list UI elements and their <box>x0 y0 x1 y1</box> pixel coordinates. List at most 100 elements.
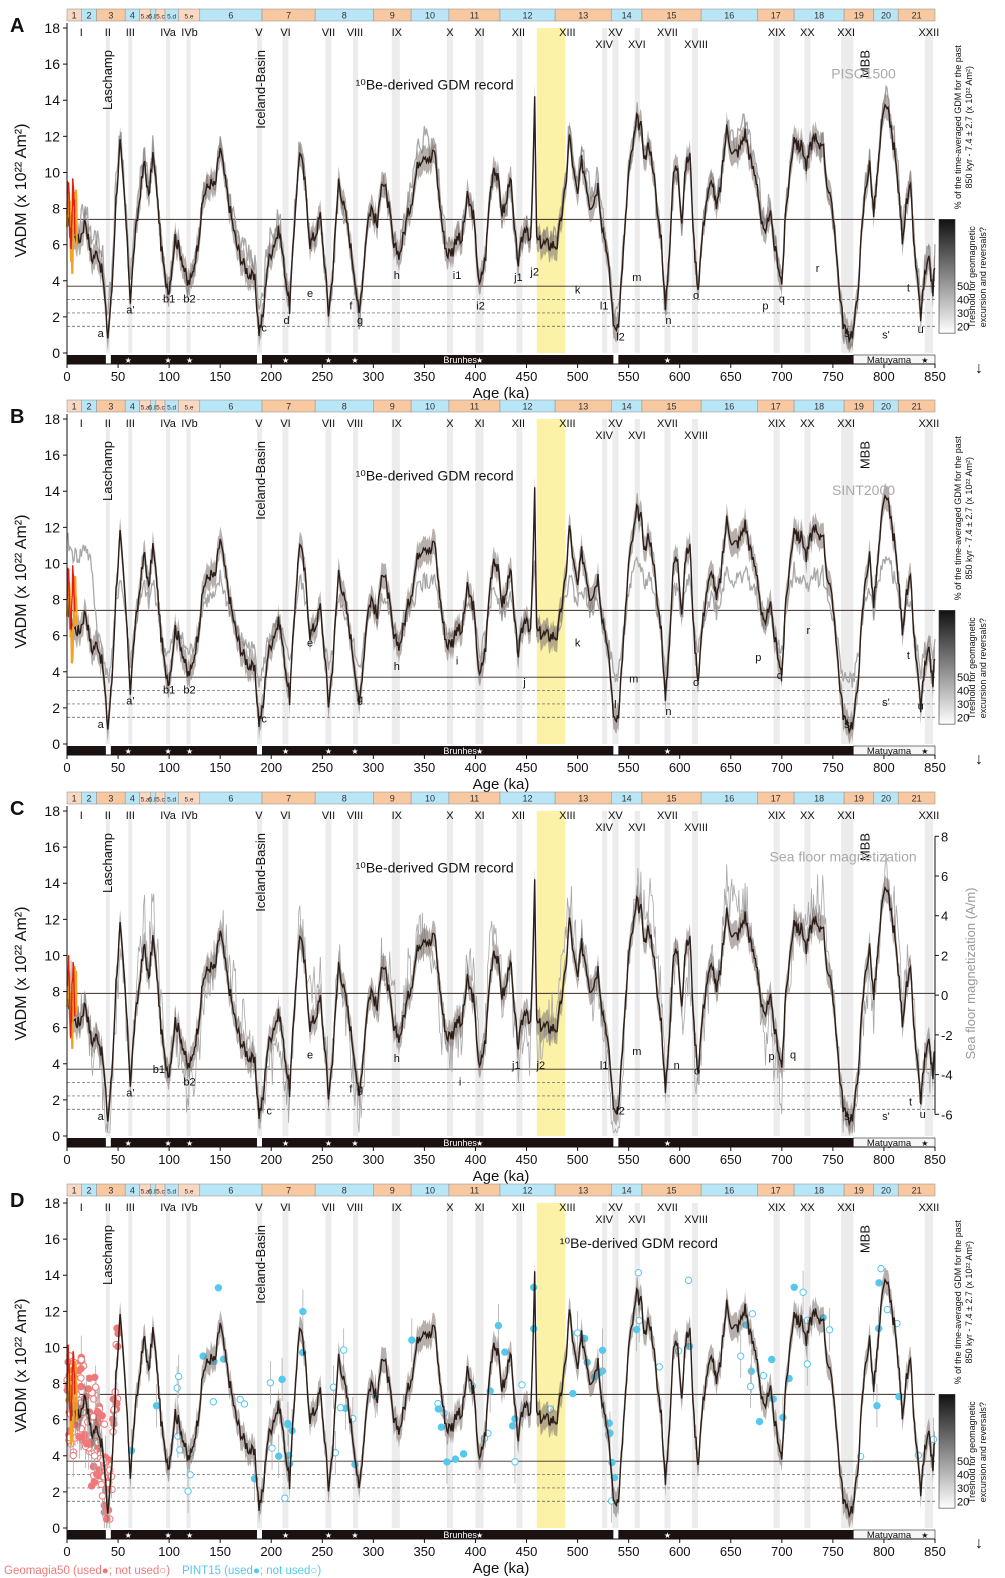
mis-stage-label: 7 <box>286 1186 291 1196</box>
minimum-label: e <box>307 1049 313 1061</box>
minimum-label: u <box>918 324 924 336</box>
geomagia-point <box>92 1470 101 1478</box>
excursion-band <box>475 1203 484 1528</box>
termination-label: II <box>105 810 111 822</box>
x-tick-label: 600 <box>669 760 691 775</box>
pint-point <box>443 1458 451 1466</box>
mis-stage-label: 21 <box>912 402 922 412</box>
minimum-label: m <box>629 674 638 686</box>
mis-stage-label: 1 <box>72 402 77 412</box>
termination-label: XII <box>512 810 525 822</box>
star-icon: ★ <box>165 1139 172 1148</box>
geomagia-point <box>87 1482 96 1490</box>
pint-point <box>655 1363 663 1371</box>
x-tick-label: 100 <box>158 760 180 775</box>
termination-label: VII <box>322 27 335 39</box>
x-tick-label: 200 <box>260 760 282 775</box>
excursion-band <box>516 419 523 744</box>
termination-label: III <box>126 27 135 39</box>
star-icon: ★ <box>325 747 332 756</box>
minimum-label: o <box>694 1066 700 1078</box>
pint-point <box>174 1372 183 1381</box>
pint-point <box>755 1417 764 1426</box>
x-tick-label: 600 <box>669 1152 691 1167</box>
excursion-band <box>516 28 523 353</box>
geomagia-point <box>77 1382 85 1391</box>
mis-stage-label: 5.e <box>185 14 194 21</box>
termination-label: XVII <box>657 1202 678 1214</box>
event-label: Laschamp <box>100 441 115 501</box>
geomagia-point <box>91 1383 100 1391</box>
minimum-label: j1 <box>511 1060 521 1072</box>
minimum-label: a <box>98 328 105 340</box>
x-axis-label: Age (ka) <box>473 1560 530 1577</box>
x-tick-label: 450 <box>516 369 538 384</box>
pint-point <box>803 1360 811 1368</box>
excursion-band <box>105 28 110 353</box>
excursion-band <box>166 811 171 1136</box>
termination-label: III <box>126 810 135 822</box>
excursion-band <box>691 28 699 353</box>
x-tick-label: 0 <box>63 760 70 775</box>
x-tick-label: 500 <box>567 1152 589 1167</box>
termination-label: X <box>446 810 454 822</box>
excursion-band <box>773 28 780 353</box>
termination-label: I <box>80 1202 83 1214</box>
geomagia-point <box>75 1433 84 1441</box>
record-curve <box>66 1271 936 1519</box>
x-tick-label: 800 <box>873 1152 895 1167</box>
record-uncertainty-band <box>67 866 935 1136</box>
y-tick-label: 16 <box>44 447 60 463</box>
pct-axis-label: 850 kyr - 7.4 ± 2.7 (x 10²² Am²) <box>964 66 974 188</box>
x-tick-label: 550 <box>618 369 640 384</box>
polarity-gap <box>256 1138 262 1147</box>
mis-stage-label: 8 <box>342 794 347 804</box>
pint-point <box>459 1450 468 1458</box>
legend-pint: PINT15 (used●; not used○) <box>182 1565 321 1577</box>
termination-label: II <box>105 418 111 430</box>
excursion-band <box>612 1203 619 1528</box>
brunhes-bar <box>67 1138 854 1147</box>
termination-label: IX <box>392 1202 403 1214</box>
minimum-label: q <box>779 293 785 305</box>
geomagia-point <box>98 1412 106 1420</box>
brunhes-label: Brunhes <box>443 1138 477 1148</box>
mis-stage-label: 20 <box>881 794 891 804</box>
excursion-band <box>475 811 484 1136</box>
pint-point <box>299 1307 307 1316</box>
termination-label: XV <box>608 418 623 430</box>
excursion-band <box>325 419 332 744</box>
right-tick-label: 2 <box>941 948 948 963</box>
polarity-gap <box>613 1138 619 1147</box>
x-tick-label: 600 <box>669 369 691 384</box>
minimum-label: i1 <box>453 270 462 282</box>
excursion-band <box>691 1203 699 1528</box>
star-icon: ★ <box>921 1531 928 1540</box>
threshold-axis-label: Treshold for geomagnetic <box>967 1401 977 1503</box>
pint-point <box>768 1355 776 1364</box>
panel-b: 1 2 3 4 5.a 5.b5.c 5.d 5.e 6 7 8 9 10 11 12 13 14 15 16 17 1… <box>10 399 988 793</box>
x-tick-label: 600 <box>669 1544 691 1559</box>
mis-stage-label: 9 <box>390 11 395 21</box>
star-icon: ★ <box>664 356 671 365</box>
excursion-band <box>256 811 263 1136</box>
excursion-band <box>612 28 619 353</box>
x-tick-label: 350 <box>414 1544 436 1559</box>
termination-label: XVII <box>657 27 678 39</box>
mis-stage-label: 6 <box>228 11 233 21</box>
mis-stage-label: 5.d <box>167 797 176 804</box>
termination-label: X <box>446 27 454 39</box>
x-tick-label: 650 <box>720 760 742 775</box>
excursion-band <box>634 28 640 353</box>
y-tick-label: 16 <box>44 1231 60 1247</box>
y-tick-label: 6 <box>52 1412 60 1428</box>
termination-label: XXII <box>918 1202 939 1214</box>
right-tick-label: 0 <box>941 988 948 1003</box>
yellow-highlight-band <box>536 28 566 353</box>
termination-label: I <box>80 418 83 430</box>
star-icon: ★ <box>664 1139 671 1148</box>
threshold-tick-label: 20 <box>957 1496 969 1508</box>
threshold-tick-label: 30 <box>957 308 969 320</box>
minimum-label: b2 <box>183 293 195 305</box>
